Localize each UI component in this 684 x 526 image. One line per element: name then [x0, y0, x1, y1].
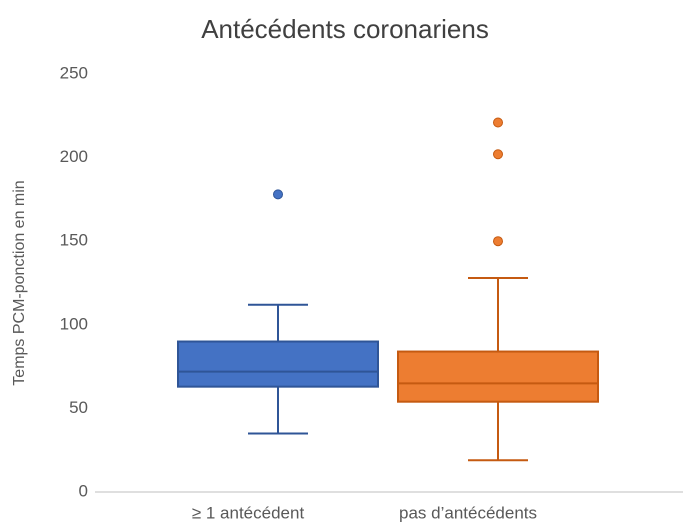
y-axis-label: Temps PCM-ponction en min — [11, 180, 28, 385]
x-tick-label: ≥ 1 antécédent — [192, 503, 305, 522]
box — [177, 340, 379, 388]
outlier — [493, 236, 503, 247]
box — [397, 350, 599, 403]
y-tick-label: 150 — [60, 231, 88, 250]
y-tick-label: 0 — [79, 481, 88, 500]
outlier — [273, 189, 283, 200]
y-tick-label: 50 — [69, 398, 88, 417]
y-tick-label: 100 — [60, 314, 88, 333]
outlier — [493, 117, 503, 128]
y-tick-label: 250 — [60, 63, 88, 82]
outlier — [493, 149, 503, 160]
y-tick-label: 200 — [60, 147, 88, 166]
x-tick-label: pas d’antécédents — [399, 503, 537, 522]
chart-title: Antécédents coronariens — [201, 14, 489, 44]
